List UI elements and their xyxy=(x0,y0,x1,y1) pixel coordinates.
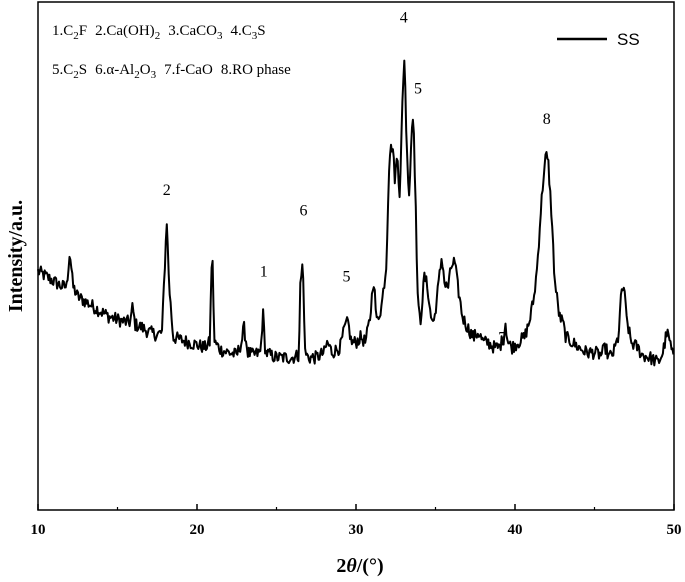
phase-legend-text: 1.C2​F2.Ca(OH)2​3.CaCO3​4.C3​S 5.C2​S6.α… xyxy=(52,23,291,81)
phase-text-part: F xyxy=(79,23,87,39)
phase-text-part: α-Al xyxy=(106,62,134,78)
phase-text-part: f-CaO xyxy=(175,62,213,78)
phase-subscript: 3 xyxy=(151,69,157,81)
phase-number: 6. xyxy=(95,62,106,78)
phase-text-part: C xyxy=(63,23,73,39)
phase-number: 1. xyxy=(52,23,63,39)
series-line-ss xyxy=(37,59,675,367)
phase-subscript: 2 xyxy=(134,69,140,81)
phase-text-part: O xyxy=(140,62,151,78)
x-tick-label: 30 xyxy=(349,522,364,538)
x-tick-label: 20 xyxy=(190,522,205,538)
phase-list-line-1: 1.C2​F2.Ca(OH)2​3.CaCO3​4.C3​S xyxy=(52,23,266,42)
phase-text-part: S xyxy=(257,23,265,39)
phase-number: 8. xyxy=(221,62,232,78)
x-tick-label: 40 xyxy=(508,522,523,538)
phase-text-part: C xyxy=(242,23,252,39)
phase-text-part: C xyxy=(63,62,73,78)
peak-label: 5 xyxy=(414,80,422,97)
phase-text-part: CaCO xyxy=(179,23,217,39)
phase-subscript: 2 xyxy=(73,30,79,42)
peak-label: 7 xyxy=(498,329,506,346)
x-tick-label: 10 xyxy=(31,522,46,538)
phase-text-part: RO phase xyxy=(232,62,291,78)
x-axis-title-prefix: 2 xyxy=(336,555,346,577)
x-axis-title: 2θ/(°) xyxy=(336,555,383,577)
peak-labels: 2 1 6 5 4 5 7 8 xyxy=(163,9,551,346)
phase-subscript: 3 xyxy=(252,30,258,42)
peak-label: 5 xyxy=(342,268,350,285)
phase-subscript: 2 xyxy=(155,30,161,42)
phase-number: 7. xyxy=(164,62,175,78)
y-axis-title: Intensity/a.u. xyxy=(5,200,27,312)
phase-subscript: 3 xyxy=(217,30,223,42)
peak-label: 1 xyxy=(260,263,268,280)
x-axis-title-suffix: /(°) xyxy=(356,555,384,577)
peak-label: 6 xyxy=(300,202,308,219)
phase-number: 5. xyxy=(52,62,63,78)
phase-text-part: S xyxy=(79,62,87,78)
x-axis-ticks: 10 20 30 40 50 xyxy=(31,504,682,538)
x-axis-title-variable: θ xyxy=(346,555,357,577)
x-tick-label: 50 xyxy=(667,522,682,538)
phase-text-part: Ca(OH) xyxy=(106,23,154,39)
peak-label: 8 xyxy=(543,111,551,128)
peak-label: 4 xyxy=(400,9,408,26)
legend-label: SS xyxy=(617,30,640,49)
phase-number: 2. xyxy=(95,23,106,39)
peak-label: 2 xyxy=(163,182,171,199)
phase-number: 4. xyxy=(230,23,241,39)
phase-number: 3. xyxy=(168,23,179,39)
phase-subscript: 2 xyxy=(73,69,79,81)
legend: SS xyxy=(557,30,640,49)
